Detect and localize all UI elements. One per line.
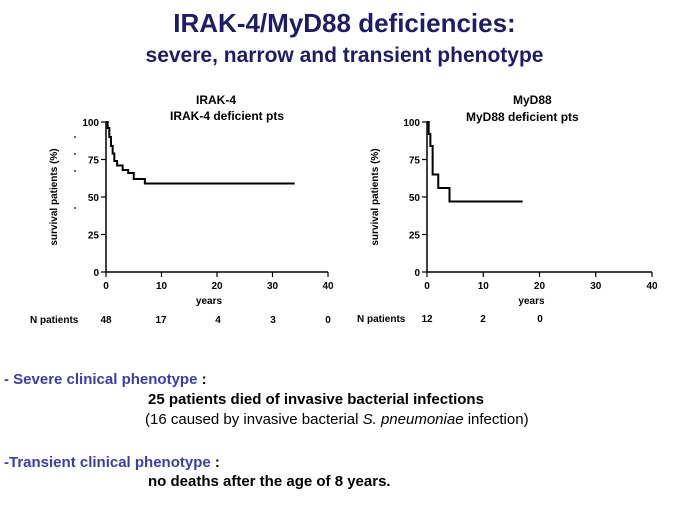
severe-line2-italic: S. pneumoniae — [362, 411, 464, 428]
severe-line2: (16 caused by invasive bacterial S. pneu… — [145, 411, 529, 428]
chart2-y-axis-label: survival patients (%) — [370, 148, 381, 245]
chart2-x-tick-label: 10 — [478, 281, 490, 292]
chart1-n-patients-value: 17 — [155, 315, 167, 326]
chart1-n-patients-value: 0 — [325, 315, 331, 326]
chart2-y-tick-label: 25 — [409, 231, 421, 242]
chart1-y-tick-label: 50 — [88, 193, 100, 204]
chart2-y-tick-label: 0 — [414, 268, 420, 279]
transient-label: Transient clinical phenotype — [9, 454, 211, 471]
chart2-x-tick-label: 30 — [590, 281, 602, 292]
chart1-n-patients-value: 4 — [215, 315, 221, 326]
chart1-subtitle: IRAK-4 deficient pts — [170, 109, 284, 123]
chart2-survival-curve — [427, 121, 523, 203]
severe-suffix: : — [197, 371, 207, 388]
chart1-n-patients-label: N patients — [30, 315, 79, 326]
chart2-n-patients-value: 0 — [537, 314, 543, 325]
transient-prefix: - — [4, 454, 9, 471]
chart2-n-patients-value: 2 — [480, 314, 486, 325]
chart1-x-tick-label: 20 — [211, 281, 223, 292]
chart1-stray-dot — [74, 170, 76, 172]
chart2-n-patients-label: N patients — [357, 314, 406, 325]
chart1-n-patients-value: 3 — [270, 315, 276, 326]
chart1-y-axis-label: survival patients (%) — [49, 148, 60, 245]
chart2-subtitle: MyD88 deficient pts — [466, 110, 579, 124]
severe-prefix: - — [4, 371, 14, 388]
transient-heading: -Transient clinical phenotype : — [4, 454, 220, 471]
chart2-y-tick-label: 50 — [409, 193, 421, 204]
chart2-x-axis-label: years — [518, 296, 545, 307]
slide-title: IRAK-4/MyD88 deficiencies: — [173, 8, 516, 38]
chart1-stray-dot — [74, 153, 76, 155]
severe-label: Severe clinical phenotype — [13, 371, 198, 388]
chart2-x-tick-label: 0 — [424, 281, 430, 292]
chart1-survival-curve — [106, 121, 295, 185]
chart1-stray-dot — [74, 207, 76, 209]
chart1-n-patients-value: 48 — [100, 315, 112, 326]
chart1-x-tick-label: 30 — [267, 281, 279, 292]
chart1-x-tick-label: 10 — [156, 281, 168, 292]
chart1-y-tick-label: 0 — [93, 268, 99, 279]
chart2-title: MyD88 — [513, 93, 552, 107]
severe-line2-post: infection) — [463, 411, 529, 428]
chart1-x-tick-label: 40 — [322, 281, 334, 292]
chart2-y-tick-label: 75 — [409, 156, 421, 167]
chart2-x-tick-label: 20 — [534, 281, 546, 292]
transient-line1: no deaths after the age of 8 years. — [148, 473, 391, 490]
slide-subtitle: severe, narrow and transient phenotype — [145, 44, 544, 67]
severe-line2-pre: (16 caused by invasive bacterial — [145, 411, 363, 428]
chart2-y-tick-label: 100 — [403, 118, 420, 129]
chart1-y-tick-label: 75 — [88, 156, 100, 167]
chart1-title: IRAK-4 — [196, 93, 236, 107]
severe-line1: 25 patients died of invasive bacterial i… — [148, 391, 484, 408]
chart1-y-tick-label: 100 — [82, 118, 99, 129]
severe-heading: - Severe clinical phenotype : — [4, 371, 207, 388]
transient-suffix: : — [210, 454, 220, 471]
chart1-x-axis-label: years — [196, 296, 223, 307]
chart2-x-tick-label: 40 — [646, 281, 658, 292]
chart2-n-patients-value: 12 — [421, 314, 433, 325]
chart1-x-tick-label: 0 — [103, 281, 109, 292]
chart1-y-tick-label: 25 — [88, 231, 100, 242]
chart1-stray-dot — [74, 136, 76, 138]
